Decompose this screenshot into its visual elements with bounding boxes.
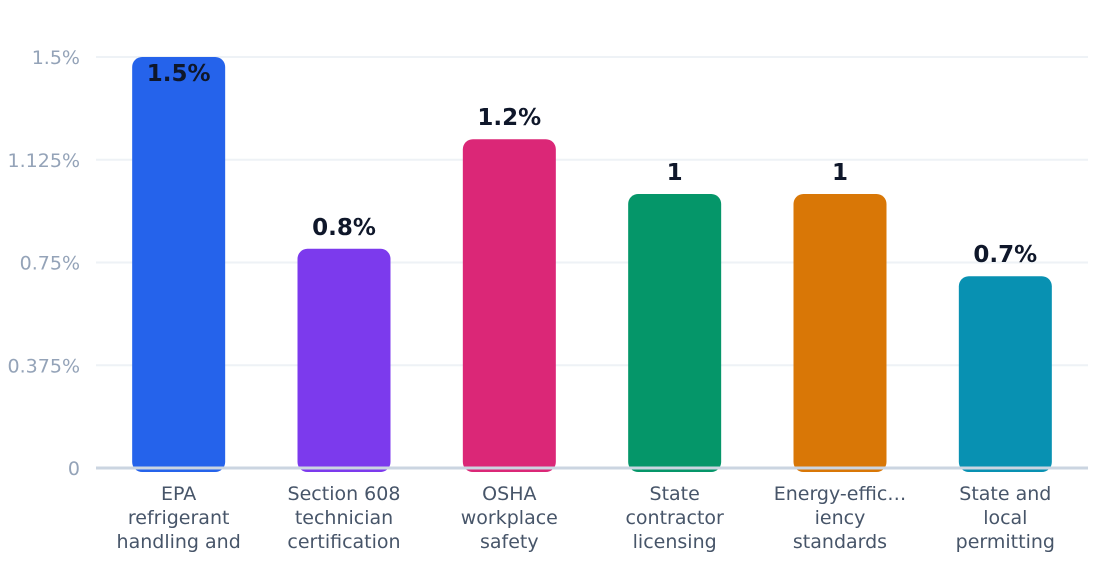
x-tick-label: OSHA workplace safety (461, 483, 558, 553)
bar (132, 57, 226, 472)
x-tick-label-line: Section 608 (288, 483, 401, 505)
x-tick-label-line: OSHA (482, 483, 536, 505)
bar (793, 194, 887, 472)
y-tick-label: 0.375% (8, 355, 80, 377)
gridlines (96, 56, 1088, 367)
x-tick-label: EPA refrigerant handling and (117, 483, 241, 553)
bar (297, 248, 391, 472)
x-tick-label-line: certification (287, 531, 400, 553)
bar (462, 139, 556, 472)
x-tick-label: Energy-effic… iency standards (774, 483, 907, 553)
bar (628, 194, 722, 472)
x-tick-label-line: refrigerant (128, 507, 230, 529)
x-tick-label-line: technician (295, 507, 393, 529)
x-tick-label-line: safety (480, 531, 539, 553)
x-tick-label-line: handling and (117, 531, 241, 553)
x-tick-label-line: contractor (625, 507, 724, 529)
x-tick-label-line: State (650, 483, 700, 505)
y-tick-label: 1.5% (32, 47, 80, 69)
x-tick-label-line: licensing (633, 531, 717, 553)
x-tick-label-line: workplace (461, 507, 558, 529)
y-tick-label: 0.75% (20, 253, 80, 275)
x-tick-label: State and local permitting (956, 483, 1055, 553)
x-tick-label-line: permitting (956, 531, 1055, 553)
y-axis-ticks: 0 0.375% 0.75% 1.125% 1.5% (8, 47, 80, 480)
x-tick-label-line: Energy-effic… (774, 483, 907, 505)
x-axis-ticks: EPA refrigerant handling and Section 608 tec… (117, 483, 1055, 553)
x-tick-label-line: local (983, 507, 1027, 529)
x-tick-label: Section 608 technician certification (287, 483, 400, 553)
x-tick-label-line: iency (815, 507, 866, 529)
y-tick-label: 1.125% (8, 150, 80, 172)
x-tick-label-line: EPA (161, 483, 196, 505)
data-label: 1 (667, 160, 683, 186)
y-tick-label: 0 (68, 458, 80, 480)
data-label: 1.5% (147, 61, 211, 87)
bars (132, 57, 1052, 472)
data-label: 1.2% (477, 105, 541, 131)
x-tick-label-line: standards (793, 531, 887, 553)
data-label: 1 (832, 160, 848, 186)
data-label: 0.8% (312, 215, 376, 241)
x-tick-label: State contractor licensing (625, 483, 724, 553)
value-labels: 1.5% 0.8% 1.2% 1 1 0.7% (147, 61, 1037, 268)
x-tick-label-line: State and (959, 483, 1051, 505)
bar (958, 276, 1052, 472)
data-label: 0.7% (973, 242, 1037, 268)
